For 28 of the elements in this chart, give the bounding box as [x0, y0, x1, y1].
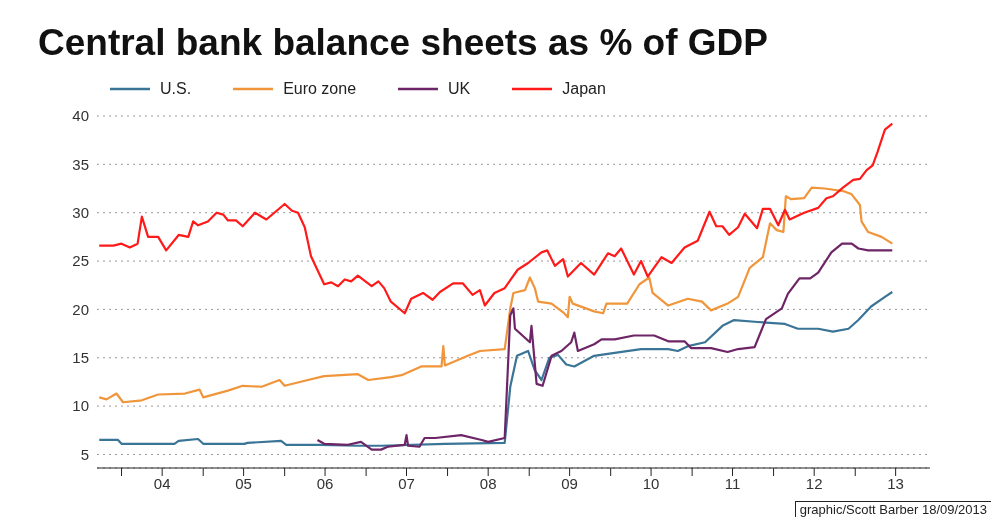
chart-title: Central bank balance sheets as % of GDP [38, 22, 768, 64]
y-tick-label: 10 [72, 397, 89, 415]
legend-label: U.S. [160, 80, 192, 98]
legend-label: UK [448, 80, 471, 98]
y-tick-label: 35 [72, 155, 89, 173]
y-tick-label: 30 [72, 204, 89, 222]
x-tick-label: 13 [887, 474, 904, 492]
line-series [98, 122, 894, 315]
line-series [98, 290, 894, 447]
y-tick-label: 20 [72, 300, 89, 318]
x-tick-label: 05 [235, 474, 252, 492]
line-series [98, 186, 894, 404]
text: graphic/Scott Barber 18/09/2013 [794, 501, 991, 517]
line-series [316, 242, 894, 451]
x-tick-label: 12 [805, 474, 823, 492]
x-tick-label: 06 [316, 474, 334, 492]
x-tick-label: 10 [642, 474, 660, 492]
x-tick-label: 09 [561, 474, 578, 492]
x-tick-label: 04 [153, 474, 171, 492]
y-tick-label: 25 [72, 252, 89, 270]
y-tick-label: 15 [72, 349, 89, 367]
x-tick-label: 11 [724, 474, 741, 492]
legend-label: Japan [562, 80, 606, 98]
y-tick-label: 40 [72, 107, 89, 125]
x-tick-label: 08 [479, 474, 497, 492]
legend-label: Euro zone [283, 80, 357, 98]
y-tick-label: 5 [80, 445, 89, 463]
x-tick-label: 07 [398, 474, 415, 492]
